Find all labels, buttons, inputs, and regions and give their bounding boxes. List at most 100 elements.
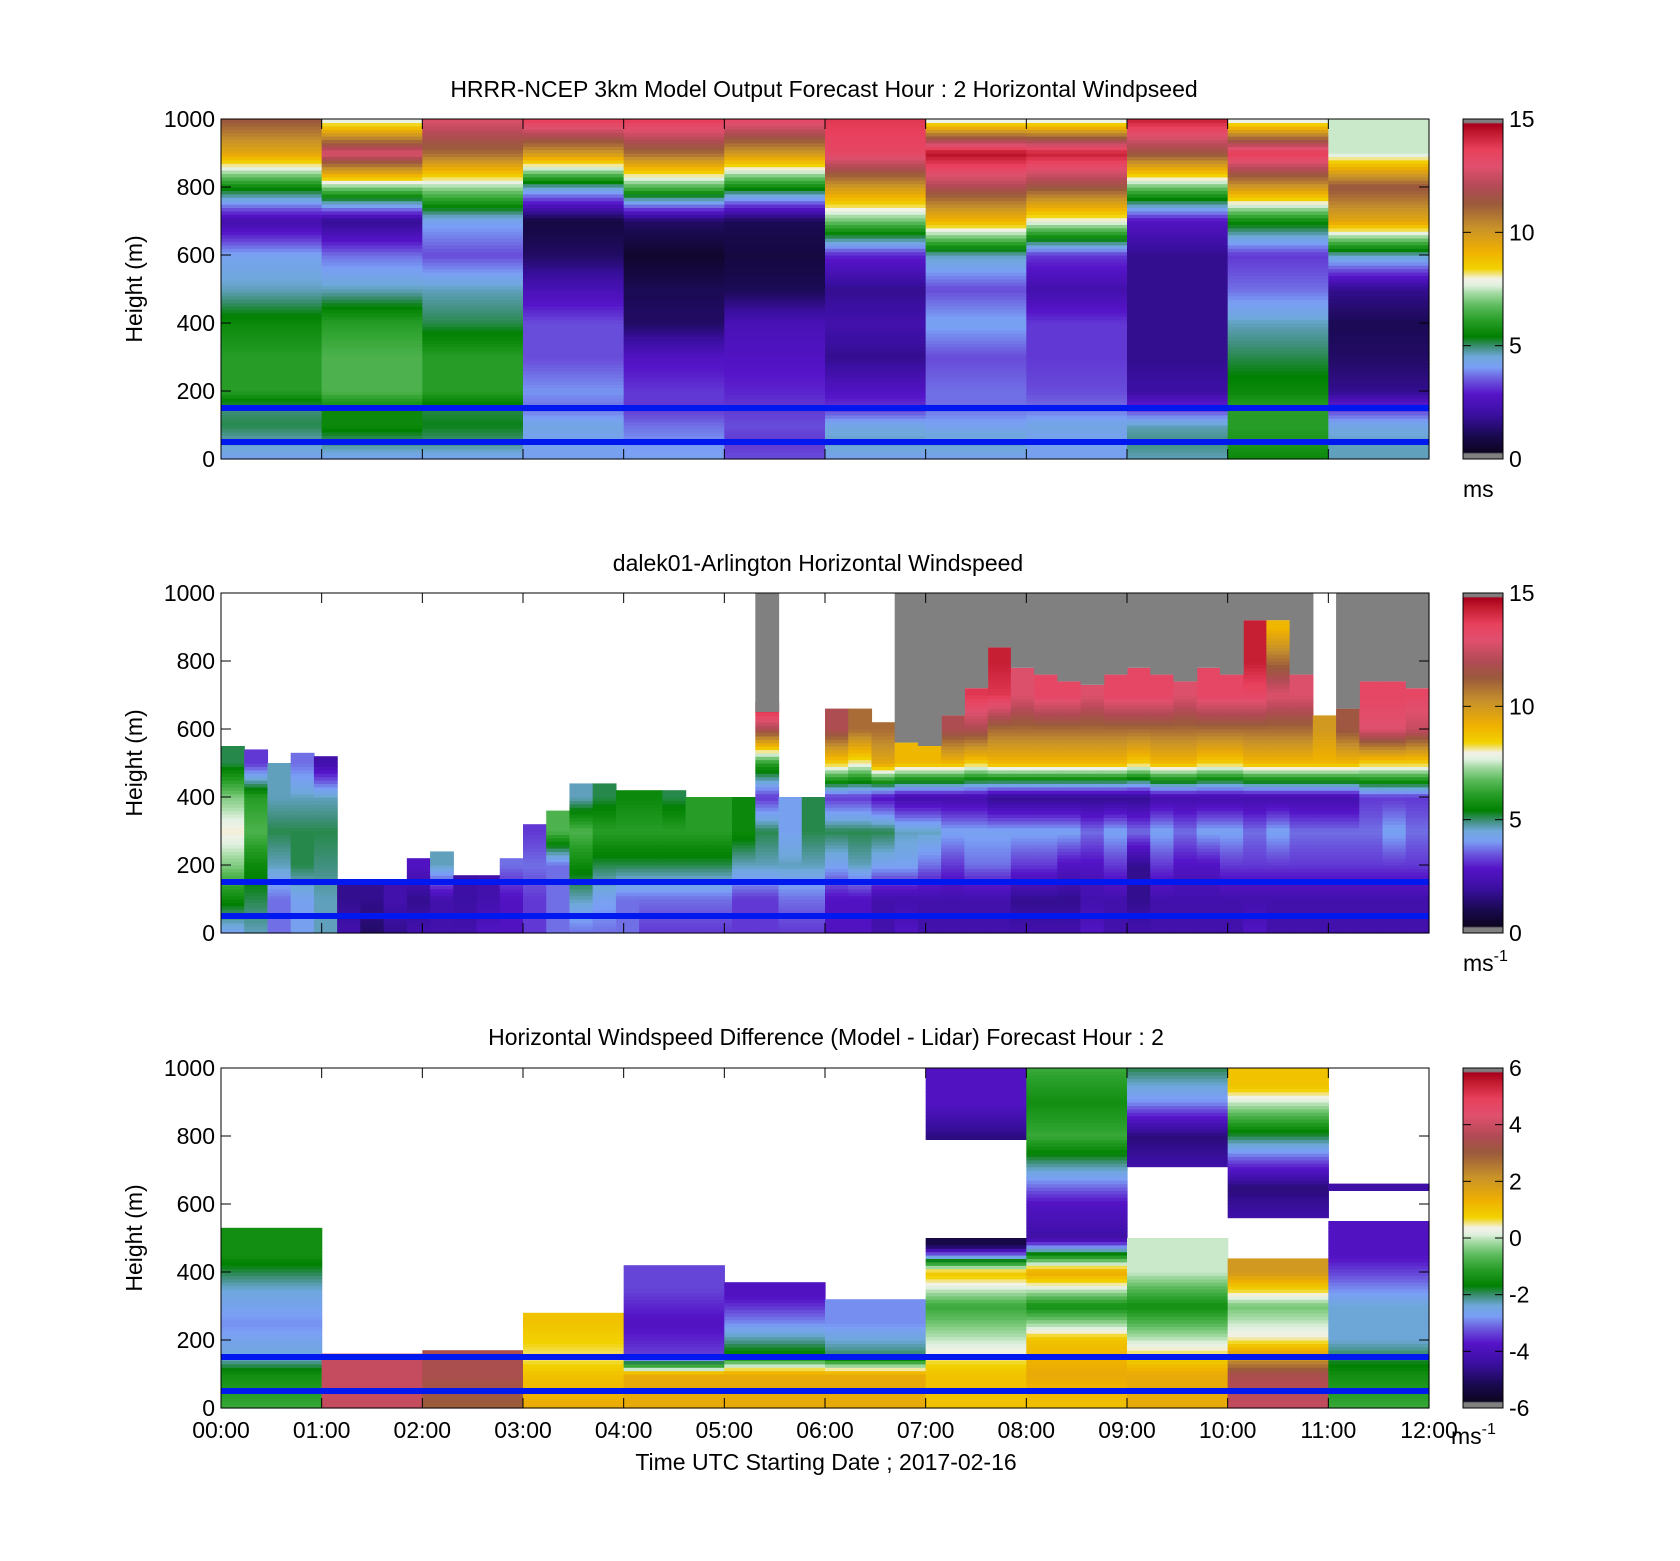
data-cell [1080,708,1105,713]
data-cell [708,820,733,825]
data-cell [662,871,687,876]
data-cell [623,1384,725,1389]
data-cell [732,902,756,907]
data-cell [1150,739,1175,744]
data-cell [1127,759,1151,764]
data-cell [1227,159,1329,164]
data-cell [623,428,725,433]
data-column [871,722,896,934]
data-cell [221,1261,323,1266]
data-cell [1080,780,1105,784]
data-cell [987,654,1012,659]
data-cell [1312,844,1337,849]
data-cell [615,892,640,897]
data-cell [313,776,338,781]
data-cell [724,241,826,246]
data-cell [917,922,942,927]
data-cell [1328,1282,1430,1287]
data-cell [1243,667,1267,672]
data-cell [917,759,942,764]
data-cell [825,820,849,825]
data-cell [1336,834,1360,839]
data-cell [724,295,826,300]
data-cell [1034,691,1058,696]
data-cell [290,922,315,927]
data-cell [1080,841,1105,846]
data-cell [221,357,323,361]
data-cell [1196,725,1221,730]
data-cell [1010,715,1035,720]
data-cell [1196,837,1221,842]
data-cell [1173,922,1198,927]
data-cell [1266,841,1291,846]
data-cell [1359,926,1384,931]
data-cell [871,926,896,931]
data-cell [825,380,927,385]
data-cell [1266,834,1291,839]
data-cell [1312,752,1337,757]
data-cell [708,909,733,914]
data-cell [708,929,733,934]
data-cell [925,1312,1027,1317]
data-cell [1010,667,1035,672]
data-cell [917,756,942,761]
data-cell [1026,397,1128,402]
data-cell [1405,752,1430,757]
data-cell [221,895,245,900]
data-cell [1405,773,1430,778]
data-cell [925,1302,1027,1307]
data-cell [894,868,919,873]
data-cell [964,800,989,805]
data-cell [724,1306,826,1310]
data-cell [1227,1336,1329,1341]
data-cell [1057,790,1082,795]
data-cell [267,810,292,815]
data-cell [724,302,826,307]
data-cell [221,769,245,774]
data-cell [360,909,385,914]
data-cell [1103,691,1128,696]
data-cell [321,1404,423,1409]
data-cell [623,387,725,392]
data-cell [1103,922,1128,927]
data-cell [321,316,423,321]
y-tick-label: 1000 [164,1055,215,1081]
data-cell [825,214,927,219]
data-cell [1336,848,1360,852]
data-cell [1127,1404,1229,1409]
data-cell [1336,793,1360,798]
data-cell [422,268,524,273]
data-cell [221,1323,323,1327]
data-cell [1266,851,1291,856]
data-cell [755,885,780,890]
data-cell [422,129,524,134]
data-cell [732,895,756,900]
data-column [1127,667,1151,934]
data-cell [221,431,323,436]
data-cell [1312,729,1337,733]
data-cell [1150,827,1175,832]
data-cell [685,797,710,801]
data-cell [1127,1299,1229,1304]
data-cell [925,1278,1027,1283]
data-cell [422,282,524,287]
data-cell [685,807,710,812]
data-cell [1127,1309,1229,1314]
data-cell [1382,797,1407,801]
data-cell [422,146,524,151]
data-cell [925,1132,1027,1137]
data-cell [1312,837,1337,842]
data-cell [321,170,423,174]
data-cell [1312,814,1337,818]
data-cell [1010,800,1035,805]
data-cell [1382,926,1407,931]
data-cell [1034,929,1058,934]
data-cell [848,827,873,832]
data-cell [1405,698,1430,703]
data-cell [221,1268,323,1273]
data-cell [523,289,625,293]
data-cell [755,790,780,795]
data-cell [221,149,323,154]
data-cell [801,892,826,897]
